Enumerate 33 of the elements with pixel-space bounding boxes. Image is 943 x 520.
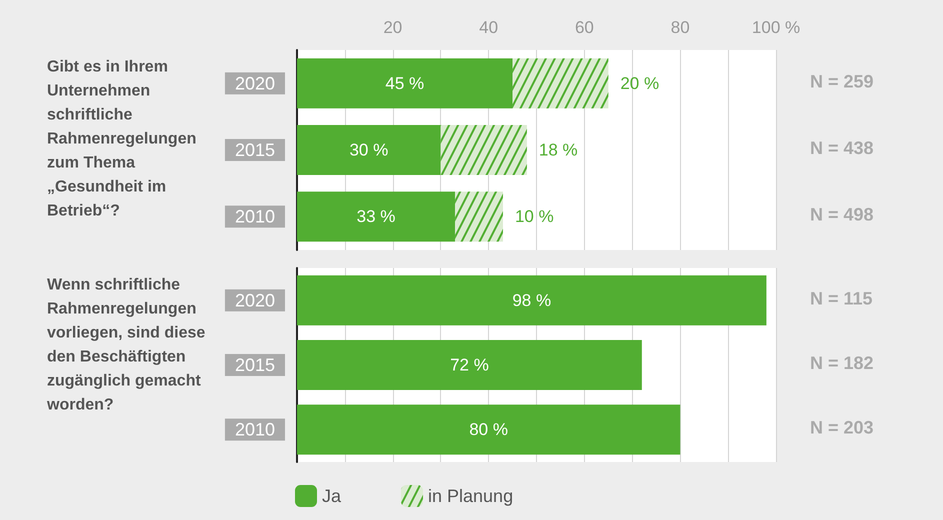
legend-label: Ja [322,486,342,506]
y-tick-label: 2010 [234,206,275,227]
data-label: 72 % [450,356,489,374]
data-label: 18 % [538,140,578,160]
y-tick-label: 2015 [234,355,275,375]
bar [297,58,513,108]
y-tick-label: 2020 [234,290,275,310]
bar [297,125,441,175]
text: N = 259 [810,71,874,92]
x-tick-label: 80 [670,18,690,37]
x-tick-label: 40 [479,18,498,37]
text: Gibt es in Ihrem Unternehmen schriftliche Rahmenregelungen zum Thema „Gesundheit im Betrieb“? [47,58,201,220]
data-label: 20 % [620,74,660,93]
y-tick-label: 2010 [234,420,275,440]
x-tick-label: 20 [383,18,402,37]
bar [297,192,456,242]
legend-label: in Planung [428,486,514,506]
data-label: 45 % [385,74,424,93]
data-label: 98 % [512,290,552,310]
data-label: 33 % [356,207,396,226]
x-tick-label: 100 % [752,18,800,37]
y-tick-label: 2020 [234,73,275,94]
text: N = 203 [810,418,874,438]
data-label: 80 % [469,420,508,440]
text: Wenn schriftliche Rahmenregelungen vorliegen, sind diese den Beschäftigten zugänglich gemacht worden? [46,276,210,414]
text: N = 498 [810,204,874,225]
data-label: 10 % [514,207,554,226]
data-label: 30 % [349,140,388,160]
text: N = 182 [810,353,874,373]
text: N = 115 [810,288,873,308]
text: N = 438 [810,138,874,158]
y-tick-label: 2015 [234,140,275,160]
x-tick-label: 60 [574,18,594,37]
